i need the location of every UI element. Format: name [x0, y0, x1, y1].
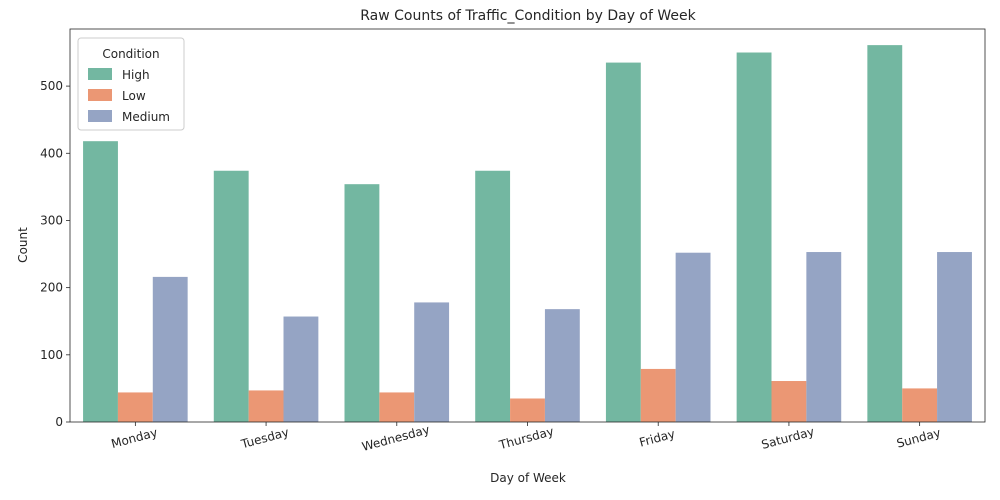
legend-title: Condition	[102, 47, 159, 61]
bar-low-tuesday	[248, 390, 284, 422]
x-tick-label: Thursday	[497, 424, 556, 452]
legend-label-medium: Medium	[122, 110, 170, 124]
y-tick-label: 0	[55, 415, 63, 429]
bar-medium-sunday	[937, 252, 972, 422]
x-tick-label: Monday	[110, 425, 159, 451]
bar-high-tuesday	[213, 170, 249, 422]
bar-medium-tuesday	[283, 316, 319, 422]
legend-swatch-high	[88, 68, 112, 80]
x-tick-label: Wednesday	[360, 422, 431, 454]
y-tick-label: 200	[40, 281, 63, 295]
chart-title: Raw Counts of Traffic_Condition by Day o…	[360, 8, 696, 24]
bar-high-monday	[83, 141, 118, 422]
x-tick-label: Tuesday	[239, 425, 291, 451]
bar-high-wednesday	[344, 184, 380, 422]
x-axis-label: Day of Week	[490, 471, 566, 485]
legend-swatch-low	[88, 89, 112, 101]
bar-low-saturday	[771, 381, 807, 422]
bar-medium-monday	[152, 276, 188, 422]
bar-low-wednesday	[379, 392, 415, 422]
y-axis: 0 100 200 300 400 500	[40, 79, 70, 429]
bar-high-sunday	[867, 45, 903, 423]
y-tick-label: 100	[40, 348, 63, 362]
bar-low-friday	[640, 368, 676, 422]
x-tick-label: Sunday	[895, 426, 942, 451]
y-tick-label: 400	[40, 146, 63, 160]
bar-low-thursday	[510, 398, 545, 422]
x-axis: Monday Tuesday Wednesday Thursday Friday Satu…	[110, 422, 942, 454]
y-axis-label: Count	[16, 227, 30, 263]
legend: Condition High Low Medium	[77, 37, 185, 131]
legend-label-low: Low	[122, 89, 146, 103]
bar-medium-thursday	[544, 309, 580, 422]
bar-high-thursday	[475, 170, 511, 422]
bar-medium-friday	[675, 252, 711, 422]
y-tick-label: 500	[40, 79, 63, 93]
plot-area	[69, 28, 986, 423]
legend-frame	[77, 37, 185, 131]
bar-medium-saturday	[806, 252, 842, 422]
bar-high-friday	[605, 62, 641, 423]
legend-label-high: High	[122, 68, 150, 82]
legend-items: High Low Medium	[88, 68, 170, 124]
y-tick-label: 300	[40, 213, 63, 227]
bar-low-monday	[117, 392, 153, 422]
bar-low-sunday	[902, 388, 938, 422]
x-tick-label: Friday	[638, 427, 677, 450]
plot-frame	[69, 28, 986, 423]
legend-swatch-medium	[88, 110, 112, 122]
bar-medium-wednesday	[414, 302, 450, 422]
bar-high-saturday	[736, 52, 772, 422]
x-tick-label: Saturday	[760, 424, 816, 452]
